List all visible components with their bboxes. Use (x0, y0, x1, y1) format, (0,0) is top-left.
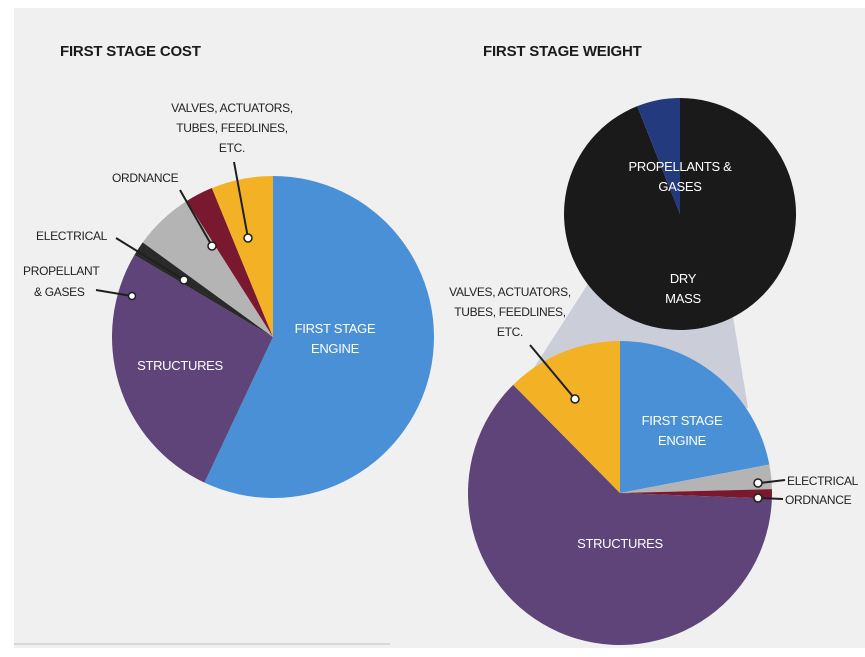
weight-valves-leader (529, 344, 576, 400)
cost-engine-line-2: ENGINE (311, 341, 360, 356)
panel-bottom-rule (14, 643, 390, 645)
weight-electrical-dot (753, 478, 763, 488)
cost-ordnance-dot (207, 241, 217, 251)
cost-ordnance-label: ORDNANCE (112, 171, 179, 185)
weight-engine-line-1: FIRST STAGE (642, 413, 723, 428)
cost-slice-structures (111, 255, 273, 483)
weight-electrical-label: ELECTRICAL (787, 474, 859, 488)
weight-slice-structures (467, 384, 772, 646)
cost-pie (111, 176, 434, 498)
cost-electrical-label: ELECTRICAL (36, 229, 108, 243)
weight-engine-line-2: ENGINE (658, 433, 707, 448)
weight-ordnance-dot (753, 493, 763, 503)
inset-slice-propellants-gases (564, 98, 797, 331)
weight-ordnance-leader (759, 497, 784, 500)
cost-chart-title: FIRST STAGE COST (60, 43, 201, 60)
cost-slice-propellant-gases (134, 242, 273, 337)
cost-valves-leader (233, 161, 249, 239)
weight-chart-title: FIRST STAGE WEIGHT (483, 43, 642, 60)
weight-dry-line-1: DRY (670, 271, 697, 286)
cost-ordnance-leader (179, 189, 213, 247)
weight-ordnance-label: ORDNANCE (785, 493, 852, 507)
cost-propellant-label: PROPELLANT & GASES (23, 264, 101, 299)
weight-electrical-leader (759, 479, 786, 484)
weight-slice-first-stage-engine (620, 341, 770, 493)
cost-structures-label: STRUCTURES (137, 358, 223, 373)
cost-slice-first-stage-engine (204, 176, 434, 498)
weight-valves-label: VALVES, ACTUATORS, TUBES, FEEDLINES, ETC… (449, 285, 571, 339)
cost-electrical-leader (115, 237, 185, 281)
weight-valves-line-3: ETC. (497, 325, 523, 339)
cost-propellant-line-2: & GASES (34, 285, 85, 299)
cost-engine-line-1: FIRST STAGE (295, 321, 376, 336)
cost-slice-valves-actuators-tubes-feedlines-etc (211, 176, 273, 337)
propellant-inset-pie (564, 98, 797, 331)
weight-propellants-line-1: PROPELLANTS & (628, 159, 732, 174)
weight-pie (467, 341, 772, 646)
cost-valves-line-1: VALVES, ACTUATORS, (171, 101, 293, 115)
cost-valves-dot (243, 233, 253, 243)
weight-slice-ordnance (620, 489, 772, 499)
weight-slice-valves-actuators-tubes-feedlines-etc (513, 341, 620, 493)
weight-valves-line-2: TUBES, FEEDLINES, (454, 305, 566, 319)
weight-valves-dot (570, 394, 580, 404)
cost-slice-ordnance (186, 188, 273, 337)
cost-valves-line-3: ETC. (219, 141, 245, 155)
cost-valves-line-2: TUBES, FEEDLINES, (176, 121, 288, 135)
cost-slice-electrical (142, 201, 273, 337)
weight-propellants-line-2: GASES (658, 179, 702, 194)
cost-electrical-dot (179, 275, 189, 285)
weight-engine-label: FIRST STAGE ENGINE (642, 413, 724, 448)
weight-slice-electrical (620, 464, 772, 493)
weight-structures-label: STRUCTURES (577, 536, 663, 551)
inset-slice-dry-mass (637, 98, 680, 214)
weight-valves-line-1: VALVES, ACTUATORS, (449, 285, 571, 299)
weight-propellants-label: PROPELLANTS & GASES (628, 159, 732, 194)
weight-dry-line-2: MASS (665, 291, 701, 306)
weight-dry-mass-label: DRY MASS (665, 271, 702, 306)
cost-engine-label: FIRST STAGE ENGINE (295, 321, 377, 356)
cost-valves-label: VALVES, ACTUATORS, TUBES, FEEDLINES, ETC… (171, 101, 293, 155)
cost-propellant-line-1: PROPELLANT (23, 264, 100, 278)
cost-propellant-leader (95, 289, 133, 297)
cost-propellant-dot (127, 291, 137, 301)
